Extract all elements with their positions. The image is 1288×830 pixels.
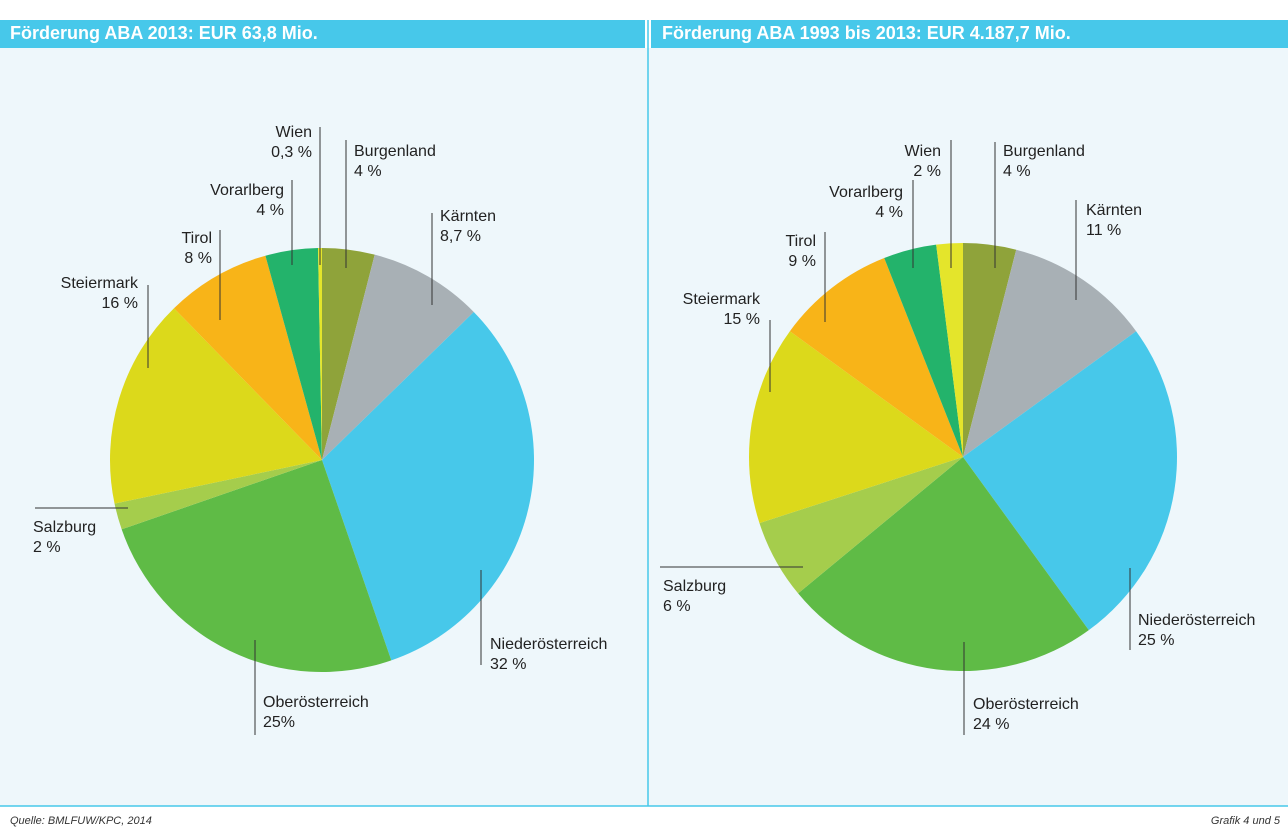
pie-slice — [798, 457, 1089, 671]
slice-label: Kärnten — [1086, 202, 1142, 219]
note: Grafik 4 und 5 — [1211, 815, 1281, 827]
slice-label: Oberösterreich — [263, 694, 369, 711]
value-label: 2 % — [33, 539, 61, 556]
pie-slice — [110, 308, 322, 504]
slice-label: Salzburg — [33, 519, 96, 536]
pie-slice — [322, 254, 474, 460]
slice-label: Burgenland — [1003, 143, 1085, 160]
slice-label: Wien — [276, 124, 312, 141]
slice-label: Tirol — [181, 230, 212, 247]
pie-slice — [749, 331, 963, 524]
value-label: 25% — [263, 714, 295, 731]
value-label: 8 % — [184, 250, 212, 267]
pie-slice — [318, 248, 322, 460]
value-label: 15 % — [724, 311, 760, 328]
slice-label: Oberösterreich — [973, 696, 1079, 713]
value-label: 4 % — [875, 204, 903, 221]
value-label: 32 % — [490, 656, 526, 673]
slice-label: Kärnten — [440, 208, 496, 225]
slice-label: Steiermark — [61, 275, 139, 292]
value-label: 2 % — [913, 163, 941, 180]
value-label: 9 % — [788, 253, 816, 270]
value-label: 4 % — [256, 202, 284, 219]
slice-label: Salzburg — [663, 578, 726, 595]
value-label: 0,3 % — [271, 144, 312, 161]
source: Quelle: BMLFUW/KPC, 2014 — [10, 815, 152, 827]
slice-label: Vorarlberg — [210, 182, 284, 199]
value-label: 16 % — [102, 295, 138, 312]
pie-slice — [963, 249, 1137, 457]
title-bar — [0, 20, 645, 48]
pie-slice — [114, 460, 322, 530]
value-label: 6 % — [663, 598, 691, 615]
title-bar — [651, 20, 1288, 48]
slice-label: Niederösterreich — [1138, 612, 1255, 629]
value-label: 4 % — [1003, 163, 1031, 180]
pie-slice — [936, 243, 963, 457]
slice-label: Niederösterreich — [490, 636, 607, 653]
chart-title: Förderung ABA 1993 bis 2013: EUR 4.187,7… — [662, 23, 1071, 43]
pie-slice — [963, 243, 1017, 457]
chart-title: Förderung ABA 2013: EUR 63,8 Mio. — [10, 23, 318, 43]
pie-slice — [963, 331, 1177, 631]
pie-slice — [789, 258, 963, 457]
value-label: 4 % — [354, 163, 382, 180]
slice-label: Vorarlberg — [829, 184, 903, 201]
value-label: 8,7 % — [440, 228, 481, 245]
slice-label: Burgenland — [354, 143, 436, 160]
slice-label: Wien — [905, 143, 941, 160]
value-label: 24 % — [973, 716, 1009, 733]
pie-slice — [759, 457, 963, 594]
pie-slice — [265, 248, 322, 460]
value-label: 11 % — [1086, 222, 1121, 239]
pie-slice — [884, 244, 963, 457]
pie-slice — [322, 248, 375, 460]
pie-slice — [173, 255, 322, 460]
slice-label: Tirol — [785, 233, 816, 250]
slice-label: Steiermark — [683, 291, 761, 308]
value-label: 25 % — [1138, 632, 1174, 649]
pie-slice — [121, 460, 392, 672]
